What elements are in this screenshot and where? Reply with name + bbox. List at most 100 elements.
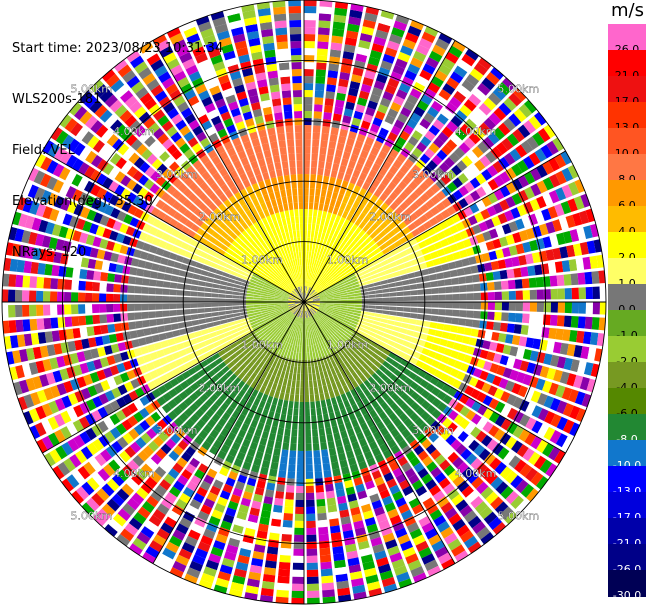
velocity-gate	[281, 303, 289, 306]
velocity-gate	[315, 188, 321, 197]
velocity-gate	[299, 394, 304, 402]
velocity-gate	[502, 367, 513, 379]
velocity-gate	[241, 317, 249, 323]
velocity-gate	[183, 396, 194, 407]
velocity-gate	[284, 499, 294, 507]
velocity-gate	[413, 218, 423, 228]
velocity-gate	[90, 348, 100, 359]
velocity-gate	[317, 310, 324, 316]
velocity-gate	[345, 450, 355, 459]
velocity-gate	[314, 471, 323, 479]
velocity-gate	[338, 594, 352, 602]
velocity-gate	[256, 318, 264, 323]
velocity-gate	[451, 544, 466, 557]
velocity-gate	[372, 117, 383, 127]
velocity-gate	[336, 580, 350, 590]
velocity-gate	[333, 432, 341, 441]
velocity-gate	[378, 67, 391, 78]
velocity-gate	[234, 368, 242, 377]
velocity-gate	[415, 406, 426, 417]
velocity-gate	[295, 302, 303, 305]
velocity-gate	[390, 402, 400, 412]
velocity-gate	[543, 289, 551, 300]
velocity-gate	[71, 470, 85, 484]
velocity-gate	[318, 278, 324, 285]
velocity-gate	[305, 408, 310, 416]
velocity-gate	[318, 428, 326, 437]
velocity-gate	[568, 181, 580, 196]
velocity-gate	[414, 325, 423, 333]
velocity-gate	[211, 298, 219, 302]
velocity-gate	[312, 436, 319, 444]
velocity-gate	[465, 319, 474, 327]
velocity-gate	[506, 393, 517, 406]
velocity-gate	[474, 212, 485, 223]
velocity-gate	[292, 569, 304, 577]
velocity-gate	[437, 345, 446, 354]
velocity-gate	[350, 388, 358, 397]
velocity-gate	[321, 456, 330, 464]
velocity-gate	[466, 471, 479, 484]
velocity-gate	[455, 110, 468, 122]
velocity-gate	[325, 266, 332, 274]
velocity-gate	[137, 259, 147, 269]
velocity-gate	[312, 297, 320, 301]
velocity-gate	[321, 575, 334, 584]
velocity-gate	[267, 307, 275, 310]
velocity-gate	[288, 304, 296, 307]
velocity-gate	[304, 380, 309, 388]
velocity-gate	[351, 577, 365, 587]
velocity-gate	[355, 53, 368, 63]
velocity-gate	[535, 276, 544, 288]
velocity-gate	[419, 203, 430, 214]
velocity-gate	[44, 331, 54, 343]
velocity-gate	[364, 136, 375, 146]
velocity-gate	[320, 561, 333, 570]
velocity-gate	[416, 75, 429, 87]
velocity-gate	[366, 434, 375, 444]
velocity-gate	[338, 78, 349, 88]
velocity-gate	[167, 399, 178, 409]
velocity-gate	[284, 371, 290, 380]
velocity-gate	[361, 295, 369, 299]
velocity-gate	[276, 369, 282, 378]
velocity-gate	[430, 234, 440, 243]
velocity-gate	[15, 365, 25, 379]
velocity-gate	[297, 457, 304, 465]
velocity-gate	[399, 268, 408, 276]
velocity-gate	[304, 48, 315, 56]
velocity-gate	[578, 302, 586, 314]
velocity-gate	[589, 255, 599, 269]
velocity-gate	[511, 193, 523, 206]
velocity-gate	[179, 492, 191, 504]
velocity-gate	[345, 406, 354, 415]
velocity-gate	[339, 311, 347, 316]
velocity-gate	[318, 386, 324, 394]
velocity-gate	[360, 83, 372, 94]
velocity-gate	[288, 304, 296, 308]
velocity-gate	[422, 455, 434, 467]
velocity-gate	[304, 83, 314, 91]
velocity-gate	[55, 445, 68, 460]
velocity-gate	[443, 464, 456, 477]
velocity-gate	[477, 141, 489, 154]
velocity-gate	[326, 369, 333, 377]
velocity-gate	[577, 316, 586, 329]
velocity-gate	[365, 247, 374, 255]
velocity-gate	[333, 255, 341, 263]
velocity-gate	[354, 140, 364, 150]
velocity-gate	[317, 309, 325, 314]
velocity-gate	[381, 144, 391, 154]
velocity-gate	[386, 422, 396, 432]
velocity-gate	[133, 411, 144, 423]
velocity-gate	[412, 264, 421, 272]
velocity-gate	[513, 324, 522, 334]
velocity-gate	[542, 276, 551, 287]
velocity-gate	[8, 320, 17, 333]
velocity-gate	[431, 294, 439, 301]
velocity-gate	[511, 440, 523, 454]
velocity-gate	[446, 181, 458, 193]
velocity-gate	[253, 299, 261, 302]
velocity-gate	[85, 427, 97, 441]
velocity-gate	[352, 169, 361, 179]
